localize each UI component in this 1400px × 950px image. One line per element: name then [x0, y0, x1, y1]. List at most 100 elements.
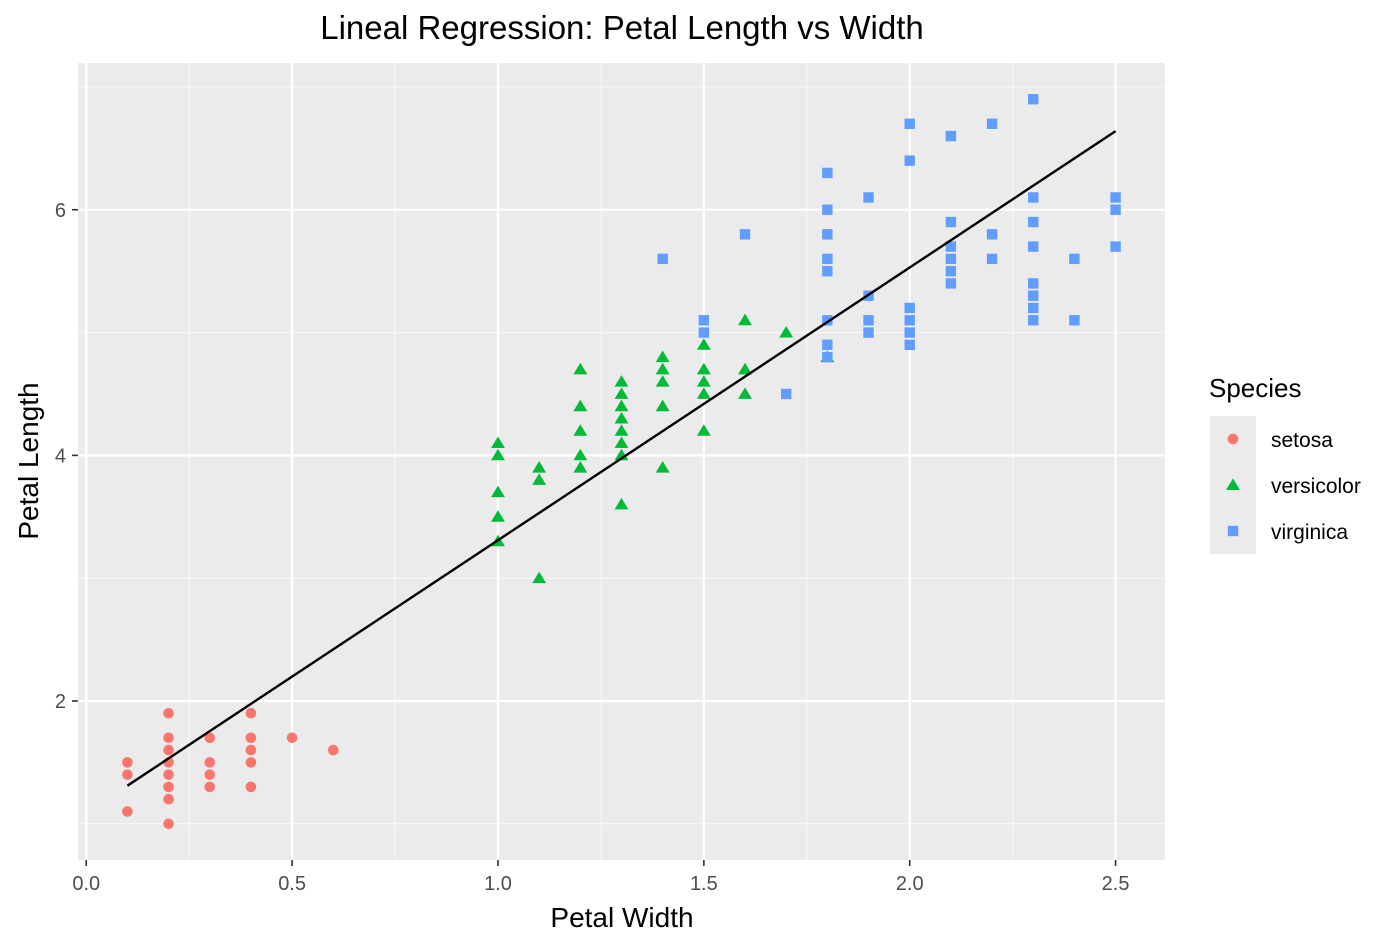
data-point-versicolor [655, 362, 670, 375]
data-point-virginica [1028, 241, 1039, 252]
data-point-virginica [904, 302, 915, 314]
data-point-setosa [327, 744, 339, 756]
x-tick-label: 1.5 [690, 873, 718, 895]
data-point-versicolor [532, 571, 547, 584]
data-point-versicolor [532, 473, 547, 485]
data-point-setosa [245, 707, 257, 719]
data-point-versicolor [696, 424, 711, 436]
data-point-versicolor [614, 497, 629, 510]
data-point-setosa [122, 769, 133, 780]
data-point-setosa [163, 818, 174, 830]
data-point-virginica [822, 265, 833, 277]
data-point-virginica [986, 118, 998, 129]
data-point-virginica [863, 192, 874, 203]
data-point-virginica [945, 216, 957, 228]
regression-line [126, 130, 1117, 787]
data-point-virginica [822, 315, 833, 326]
x-tick-label: 2.0 [896, 873, 924, 895]
data-point-virginica [986, 229, 998, 240]
data-point-setosa [204, 769, 216, 780]
data-point-virginica [657, 253, 668, 265]
data-point-virginica [1069, 253, 1080, 265]
legend-key-virginica [1227, 525, 1239, 537]
data-point-versicolor [655, 350, 670, 363]
minor-gridlines [78, 63, 1165, 860]
y-tick-label: 6 [55, 200, 66, 222]
data-point-versicolor [696, 387, 711, 399]
x-tick-label: 2.5 [1102, 873, 1130, 895]
data-point-virginica [1028, 290, 1039, 301]
data-point-versicolor [614, 375, 629, 387]
legend-item-setosa: setosa [1227, 429, 1333, 452]
legend-item-versicolor: versicolor [1226, 475, 1361, 498]
data-point-versicolor [614, 424, 629, 436]
data-point-versicolor [738, 387, 752, 399]
data-point-virginica [698, 327, 710, 338]
data-point-virginica [945, 265, 957, 277]
data-point-versicolor [491, 436, 505, 449]
data-point-versicolor [614, 411, 629, 424]
data-point-virginica [945, 130, 957, 142]
data-point-virginica [822, 351, 833, 363]
data-point-versicolor [738, 313, 752, 326]
data-point-versicolor [614, 399, 629, 412]
x-tick-label: 0.5 [278, 873, 306, 895]
data-point-setosa [245, 744, 257, 756]
y-tick-label: 4 [55, 445, 66, 467]
data-point-versicolor [532, 461, 547, 473]
data-point-versicolor [614, 436, 629, 449]
data-point-virginica [1028, 192, 1039, 203]
data-point-virginica [945, 278, 957, 289]
chart-title: Lineal Regression: Petal Length vs Width [320, 9, 924, 46]
data-point-versicolor [491, 485, 505, 498]
data-point-virginica [822, 253, 833, 265]
y-axis-title: Petal Length [13, 382, 44, 539]
data-point-setosa [286, 732, 298, 744]
data-point-virginica [822, 339, 833, 351]
legend-items: setosa versicolor virginica [1226, 429, 1361, 544]
data-point-virginica [1069, 315, 1080, 326]
data-point-versicolor [573, 461, 588, 473]
x-tick-label: 1.0 [484, 873, 512, 895]
data-point-virginica [1028, 216, 1039, 228]
data-point-versicolor [491, 448, 505, 461]
x-tick-label: 0.0 [72, 873, 100, 895]
data-point-versicolor [491, 510, 505, 522]
data-point-setosa [163, 732, 174, 744]
data-point-setosa [163, 744, 174, 756]
data-point-setosa [245, 781, 257, 793]
plot-panel [78, 63, 1165, 860]
data-point-versicolor [655, 461, 670, 473]
x-axis-title: Petal Width [550, 902, 693, 933]
data-point-versicolor [655, 375, 670, 387]
data-point-virginica [904, 327, 915, 338]
data-point-versicolor [573, 424, 588, 436]
data-point-versicolor [573, 399, 588, 412]
legend: Species setosa versicolor virginica [1209, 373, 1361, 554]
legend-key-setosa [1227, 433, 1239, 445]
data-point-virginica [822, 167, 833, 179]
data-point-virginica [986, 253, 998, 265]
data-point-virginica [945, 253, 957, 265]
regression-line-layer [126, 130, 1117, 787]
data-point-virginica [1028, 278, 1039, 289]
data-point-virginica [822, 204, 833, 215]
x-axis: 0.0 0.5 1.0 1.5 2.0 2.5 [72, 860, 1129, 895]
data-point-virginica [863, 315, 874, 326]
data-point-virginica [739, 229, 751, 240]
data-point-virginica [904, 155, 915, 166]
data-point-virginica [780, 388, 792, 400]
legend-label-setosa: setosa [1271, 429, 1333, 452]
data-point-virginica [822, 229, 833, 240]
data-point-virginica [1028, 315, 1039, 326]
data-point-setosa [163, 769, 174, 780]
data-point-setosa [245, 757, 257, 768]
data-point-versicolor [573, 362, 588, 375]
data-point-virginica [1110, 204, 1121, 215]
legend-label-versicolor: versicolor [1271, 475, 1361, 498]
data-point-setosa [245, 732, 257, 744]
series-setosa [122, 707, 339, 830]
y-axis: 2 4 6 [55, 200, 78, 713]
data-point-setosa [163, 781, 174, 793]
